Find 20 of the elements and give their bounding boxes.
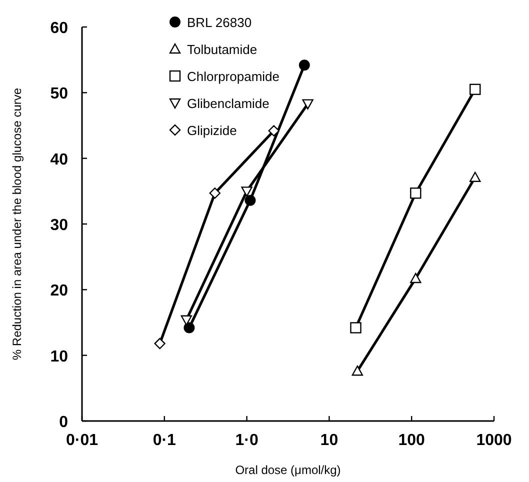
y-tick-label: 0 (59, 414, 68, 431)
x-tick-label: 1000 (476, 432, 512, 449)
legend-label: Tolbutamide (187, 42, 258, 57)
x-tick-label: 0·1 (152, 432, 176, 449)
x-axis-title: Oral dose (μmol/kg) (235, 463, 341, 477)
x-tick-label: 1·0 (235, 432, 258, 449)
y-tick-label: 50 (50, 86, 68, 103)
legend-label: Glipizide (187, 123, 237, 138)
legend-label: BRL 26830 (187, 15, 252, 30)
x-tick-label: 100 (398, 432, 426, 449)
y-tick-label: 30 (50, 217, 68, 234)
legend-label: Glibenclamide (187, 96, 270, 111)
x-tick-label: 10 (320, 432, 338, 449)
y-axis-title: % Reduction in area under the blood glucose curve (10, 88, 24, 360)
y-tick-label: 10 (50, 348, 68, 366)
y-tick-label: 20 (50, 282, 68, 300)
y-tick-label: 60 (50, 20, 68, 37)
x-tick-label: 0·01 (66, 432, 98, 449)
legend-label: Chlorpropamide (187, 69, 280, 84)
y-tick-label: 40 (50, 151, 68, 168)
